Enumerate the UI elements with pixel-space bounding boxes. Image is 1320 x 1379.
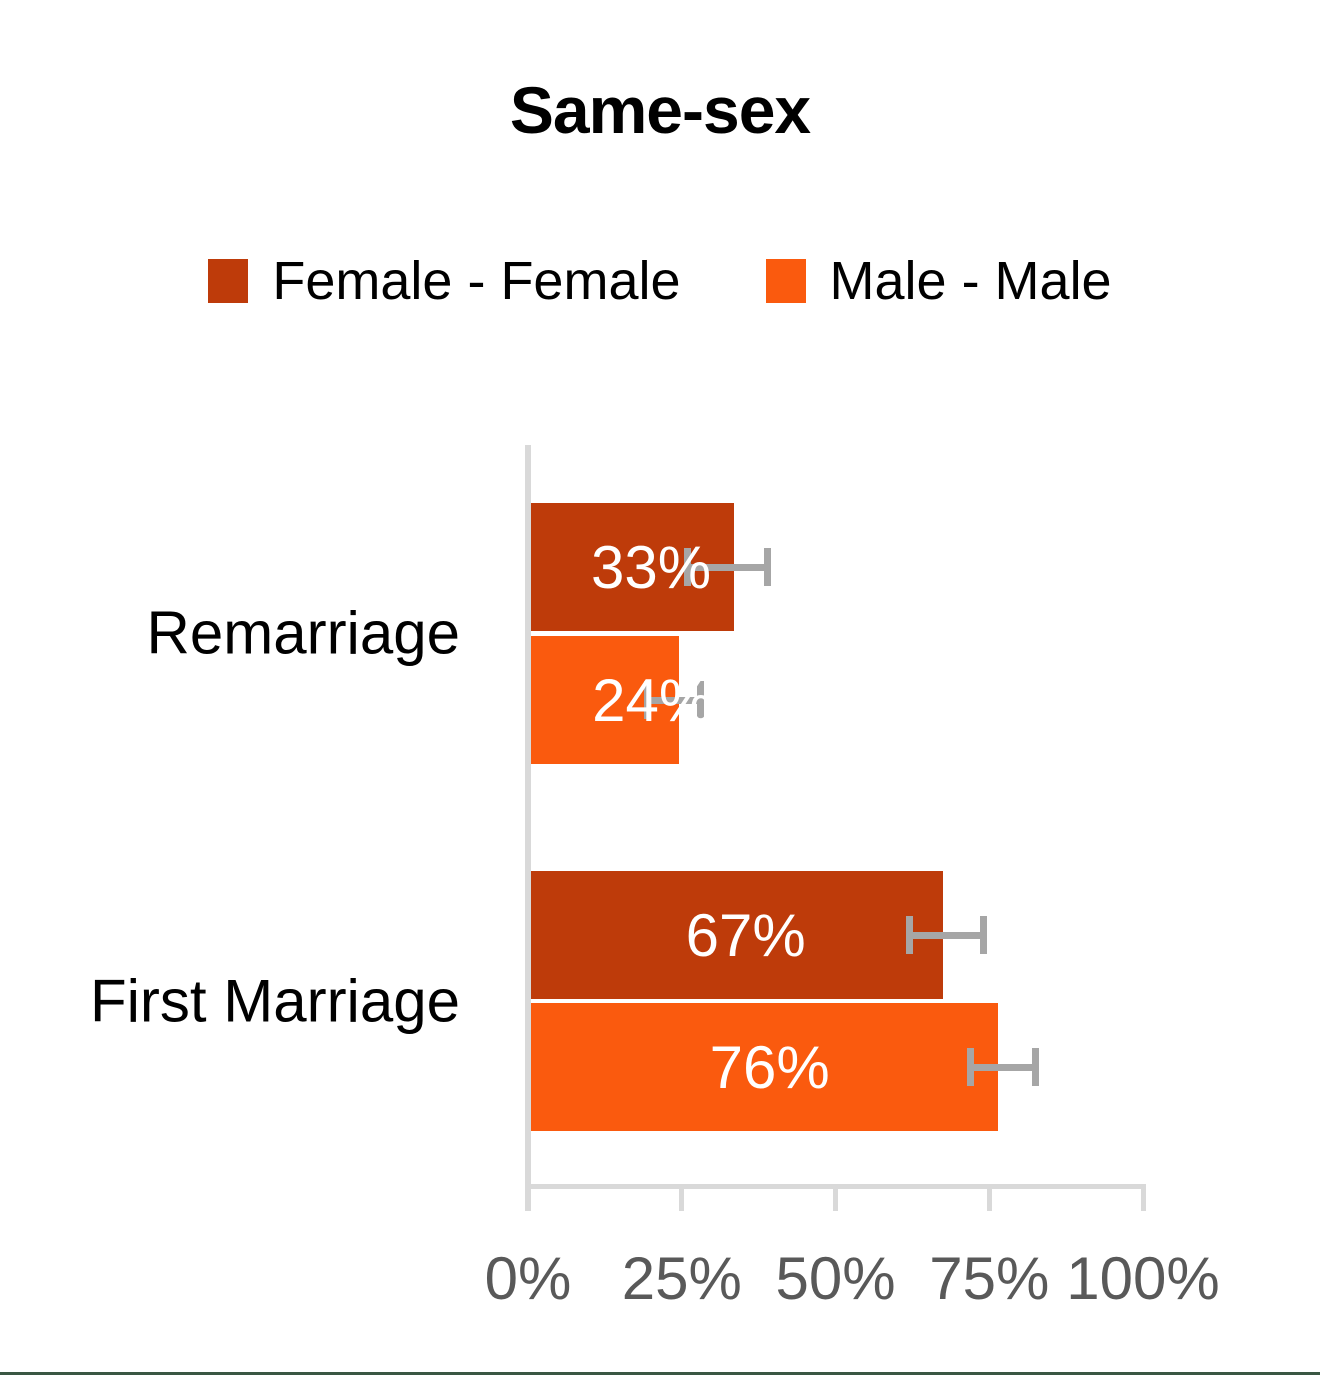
error-cap-high-female-female-first-marriage [979,916,987,954]
chart-title: Same-sex [509,73,811,147]
legend-item-male-male: Male - Male [765,250,1112,312]
legend: Female - Female Male - Male [0,250,1320,312]
category-label-remarriage: Remarriage [146,599,460,667]
value-label-male-male-first-marriage: 76% [709,1033,830,1101]
error-cap-low-male-male-remarriage [644,681,652,719]
error-cap-low-female-female-remarriage [684,548,692,586]
error-bar-male-male-remarriage [647,696,701,704]
y-axis-line [525,445,531,1211]
legend-label-female-female: Female - Female [272,251,681,311]
error-cap-high-female-female-remarriage [764,548,772,586]
x-tick-label-50: 50% [775,1245,896,1312]
legend-label-male-male: Male - Male [829,251,1112,311]
x-tick-label-0: 0% [484,1245,572,1312]
x-tick-mark-50 [833,1184,838,1211]
legend-item-female-female: Female - Female [208,250,681,312]
value-label-female-female-first-marriage: 67% [685,901,806,969]
error-cap-high-male-male-remarriage [696,681,704,719]
error-bar-female-female-remarriage [687,563,768,571]
legend-swatch-female-female-icon [208,259,249,303]
error-cap-low-male-male-first-marriage [967,1048,975,1086]
x-tick-label-25: 25% [621,1245,742,1312]
error-cap-low-female-female-first-marriage [905,916,913,954]
error-bar-male-male-first-marriage [970,1063,1036,1071]
bar-male-male-first-marriage [531,1003,999,1131]
x-tick-mark-75 [986,1184,992,1211]
value-label-female-female-remarriage: 33% [590,533,712,601]
category-label-first-marriage: First Marriage [89,967,460,1035]
x-tick-label-75: 75% [929,1245,1050,1312]
bar-female-female-first-marriage [531,871,944,999]
x-tick-mark-25 [679,1184,685,1211]
value-label-male-male-remarriage: 24% [592,666,713,734]
x-tick-label-100: 100% [1066,1245,1220,1312]
legend-swatch-male-male-icon [765,259,806,303]
error-bar-female-female-first-marriage [909,931,984,939]
bottom-rule [0,1372,1320,1375]
x-tick-mark-100 [1140,1184,1146,1211]
error-cap-high-male-male-first-marriage [1031,1048,1039,1086]
